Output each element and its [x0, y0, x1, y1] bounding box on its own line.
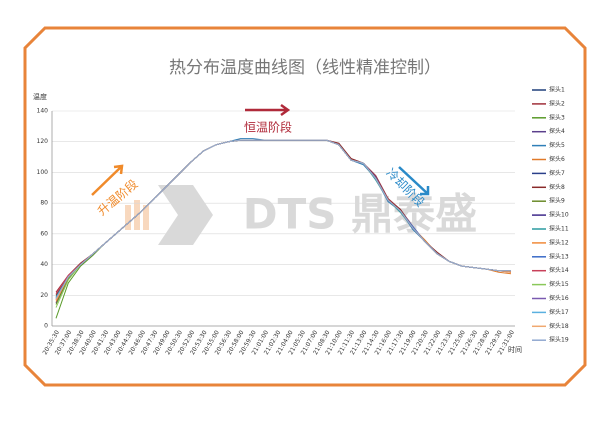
- series-line: [55, 139, 511, 299]
- legend-label: 探头19: [549, 336, 569, 344]
- y-tick-label: 140: [37, 108, 49, 115]
- legend-label: 探头10: [549, 211, 569, 219]
- legend-label: 探头5: [549, 141, 565, 149]
- legend-label: 探头3: [549, 113, 565, 121]
- chart-title: 热分布温度曲线图（线性精准控制）: [169, 58, 441, 78]
- y-tick-label: 40: [40, 261, 48, 268]
- legend-label: 探头6: [549, 155, 565, 163]
- legend-label: 探头1: [549, 86, 565, 94]
- y-tick-label: 60: [40, 230, 48, 237]
- legend-label: 探头18: [549, 322, 569, 330]
- annotation: 恒温阶段: [244, 120, 292, 135]
- legend-label: 探头8: [549, 183, 565, 191]
- legend-label: 探头9: [549, 197, 565, 205]
- arrow: [245, 103, 291, 117]
- legend-label: 探头16: [549, 294, 569, 302]
- legend-label: 探头7: [549, 169, 565, 177]
- legend-label: 探头17: [549, 308, 569, 316]
- y-axis-label: 温度: [33, 92, 47, 101]
- y-tick-label: 100: [37, 169, 49, 176]
- arrow: [398, 166, 430, 196]
- legend-label: 探头12: [549, 238, 569, 246]
- arrow: [91, 164, 124, 196]
- frame: [23, 26, 587, 387]
- legend-label: 探头13: [549, 252, 569, 260]
- watermark: DTS 鼎泰盛: [243, 190, 477, 239]
- y-tick-label: 20: [40, 292, 48, 299]
- legend-label: 探头15: [549, 280, 569, 288]
- y-tick-label: 120: [37, 138, 49, 145]
- legend-label: 探头2: [549, 99, 565, 107]
- y-tick-label: 80: [40, 200, 48, 207]
- y-tick-label: 0: [44, 323, 48, 330]
- legend-label: 探头4: [549, 127, 565, 135]
- legend-label: 探头11: [549, 225, 569, 233]
- x-axis-label: 时间: [508, 345, 522, 354]
- legend-label: 探头14: [549, 266, 569, 274]
